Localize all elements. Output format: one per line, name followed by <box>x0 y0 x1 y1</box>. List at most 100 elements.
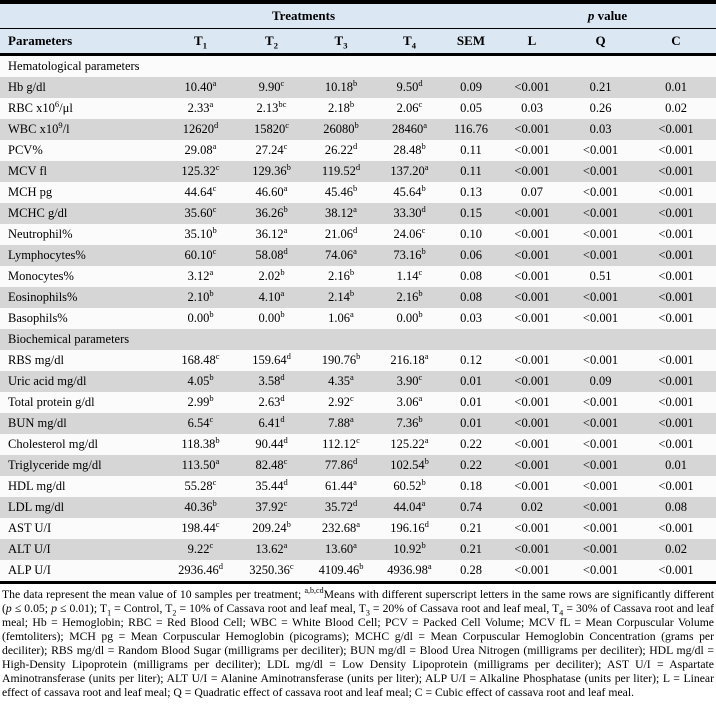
value-cell: 0.02 <box>499 497 565 518</box>
value-cell: 0.06 <box>443 245 499 266</box>
value-cell: 0.22 <box>443 455 499 476</box>
table-row: PCV% 29.08a 27.24c 26.22d 28.48b 0.11 <0.001 <0… <box>0 140 716 161</box>
param-cell: Hb g/dl <box>0 77 164 98</box>
value-cell: <0.001 <box>499 455 565 476</box>
value-cell: <0.001 <box>636 371 716 392</box>
value-cell: 10.40a <box>164 77 237 98</box>
value-cell: <0.001 <box>565 308 636 329</box>
param-cell: Monocytes% <box>0 266 164 287</box>
value-cell: <0.001 <box>636 161 716 182</box>
value-cell: 232.68a <box>306 518 376 539</box>
value-cell: 4.10a <box>237 287 306 308</box>
value-cell: <0.001 <box>565 350 636 371</box>
value-cell: 0.15 <box>443 203 499 224</box>
value-cell: <0.001 <box>636 350 716 371</box>
value-cell: <0.001 <box>499 224 565 245</box>
value-cell: 2.13bc <box>237 98 306 119</box>
table-row: WBC x109/l 12620d 15820c 26080b 28460a 116.76… <box>0 119 716 140</box>
value-cell: <0.001 <box>499 539 565 560</box>
value-cell: 73.16b <box>376 245 443 266</box>
value-cell: <0.001 <box>636 203 716 224</box>
value-cell: 82.48c <box>237 455 306 476</box>
value-cell: 26080b <box>306 119 376 140</box>
value-cell: 168.48c <box>164 350 237 371</box>
value-cell: 113.50a <box>164 455 237 476</box>
value-cell: 0.28 <box>443 560 499 583</box>
value-cell: 0.00b <box>164 308 237 329</box>
value-cell: 0.01 <box>636 77 716 98</box>
value-cell: 0.01 <box>443 371 499 392</box>
value-cell: 35.72d <box>306 497 376 518</box>
value-cell: 0.03 <box>565 119 636 140</box>
value-cell: <0.001 <box>499 518 565 539</box>
param-cell: RBC x106/μl <box>0 98 164 119</box>
value-cell: 0.08 <box>443 287 499 308</box>
value-cell: 102.54b <box>376 455 443 476</box>
value-cell: <0.001 <box>636 476 716 497</box>
value-cell: 2.06c <box>376 98 443 119</box>
param-cell: ALP U/I <box>0 560 164 583</box>
value-cell: <0.001 <box>565 434 636 455</box>
value-cell: 0.01 <box>443 413 499 434</box>
value-cell: 44.64c <box>164 182 237 203</box>
value-cell: <0.001 <box>636 224 716 245</box>
value-cell: <0.001 <box>636 560 716 583</box>
results-table: Treatments p value Parameters T1 T2 T3 T4 SEM… <box>0 0 716 584</box>
value-cell: 6.41d <box>237 413 306 434</box>
value-cell: 2.14b <box>306 287 376 308</box>
section-title: Hematological parameters <box>0 54 716 77</box>
value-cell: <0.001 <box>636 266 716 287</box>
column-header: SEM <box>443 28 499 56</box>
value-cell: 2.16b <box>376 287 443 308</box>
value-cell: 46.60a <box>237 182 306 203</box>
value-cell: <0.001 <box>565 560 636 583</box>
value-cell: 9.22c <box>164 539 237 560</box>
group-header-row: Treatments p value <box>0 2 716 29</box>
value-cell: <0.001 <box>636 119 716 140</box>
value-cell: <0.001 <box>565 476 636 497</box>
value-cell: 90.44d <box>237 434 306 455</box>
value-cell: <0.001 <box>499 161 565 182</box>
param-cell: Cholesterol mg/dl <box>0 434 164 455</box>
value-cell: <0.001 <box>499 77 565 98</box>
value-cell: 3.58d <box>237 371 306 392</box>
value-cell: 7.88a <box>306 413 376 434</box>
value-cell: 55.28c <box>164 476 237 497</box>
param-cell: WBC x109/l <box>0 119 164 140</box>
column-header: Q <box>565 28 636 56</box>
value-cell: <0.001 <box>499 308 565 329</box>
value-cell: 0.11 <box>443 140 499 161</box>
value-cell: 0.13 <box>443 182 499 203</box>
value-cell: 2.63d <box>237 392 306 413</box>
value-cell: 60.10c <box>164 245 237 266</box>
value-cell: 2.99b <box>164 392 237 413</box>
value-cell: 0.09 <box>443 77 499 98</box>
value-cell: 58.08d <box>237 245 306 266</box>
value-cell: <0.001 <box>565 497 636 518</box>
value-cell: 45.46b <box>306 182 376 203</box>
value-cell: 6.54c <box>164 413 237 434</box>
value-cell: 24.06c <box>376 224 443 245</box>
value-cell: <0.001 <box>499 245 565 266</box>
section-header-row: Biochemical parameters <box>0 329 716 350</box>
value-cell: 0.12 <box>443 350 499 371</box>
table-row: Cholesterol mg/dl 118.38b 90.44d 112.12c 125… <box>0 434 716 455</box>
value-cell: <0.001 <box>499 140 565 161</box>
value-cell: <0.001 <box>565 539 636 560</box>
param-cell: Basophils% <box>0 308 164 329</box>
p-value-group-header: p value <box>499 2 716 29</box>
value-cell: 44.04a <box>376 497 443 518</box>
value-cell: 74.06a <box>306 245 376 266</box>
value-cell: 36.26b <box>237 203 306 224</box>
value-cell: 10.18b <box>306 77 376 98</box>
column-header-row: Parameters T1 T2 T3 T4 SEM L Q C <box>0 28 716 56</box>
value-cell: 0.02 <box>636 98 716 119</box>
column-header: T1 <box>164 28 237 56</box>
table-row: Monocytes% 3.12a 2.02b 2.16b 1.14c 0.08 <0.001… <box>0 266 716 287</box>
value-cell: <0.001 <box>636 518 716 539</box>
value-cell: 4936.98a <box>376 560 443 583</box>
treatments-group-header: Treatments <box>164 2 443 29</box>
value-cell: 26.22d <box>306 140 376 161</box>
value-cell: 1.06a <box>306 308 376 329</box>
value-cell: 196.16d <box>376 518 443 539</box>
